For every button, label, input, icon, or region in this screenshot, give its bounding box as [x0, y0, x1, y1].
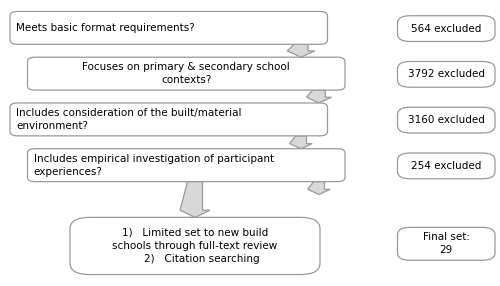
FancyBboxPatch shape	[70, 217, 320, 275]
FancyBboxPatch shape	[398, 16, 495, 41]
Text: 3792 excluded: 3792 excluded	[408, 69, 485, 79]
Text: 564 excluded: 564 excluded	[411, 24, 482, 33]
FancyBboxPatch shape	[398, 153, 495, 179]
Text: Meets basic format requirements?: Meets basic format requirements?	[16, 23, 195, 33]
FancyBboxPatch shape	[398, 107, 495, 133]
FancyBboxPatch shape	[28, 57, 345, 90]
Polygon shape	[306, 90, 332, 103]
FancyBboxPatch shape	[10, 11, 328, 44]
Text: 254 excluded: 254 excluded	[411, 161, 482, 171]
FancyBboxPatch shape	[28, 149, 345, 182]
Polygon shape	[290, 136, 312, 149]
FancyBboxPatch shape	[398, 227, 495, 260]
Text: 3160 excluded: 3160 excluded	[408, 115, 484, 125]
Polygon shape	[308, 182, 330, 194]
Text: Final set:
29: Final set: 29	[423, 232, 470, 255]
Text: Includes empirical investigation of participant
experiences?: Includes empirical investigation of part…	[34, 154, 274, 177]
FancyBboxPatch shape	[398, 61, 495, 87]
Polygon shape	[287, 44, 315, 57]
Polygon shape	[180, 182, 210, 217]
Text: Focuses on primary & secondary school
contexts?: Focuses on primary & secondary school co…	[82, 62, 290, 85]
Text: 1)   Limited set to new build
schools through full-text review
    2)   Citation: 1) Limited set to new build schools thro…	[112, 228, 278, 264]
FancyBboxPatch shape	[10, 103, 328, 136]
Text: Includes consideration of the built/material
environment?: Includes consideration of the built/mate…	[16, 108, 241, 131]
